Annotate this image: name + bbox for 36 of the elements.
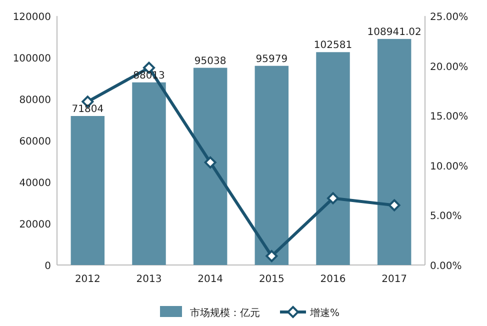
x-tick-label: 2016 [320,274,346,285]
y-tick-label: 80000 [19,95,51,106]
data-label: 108941.02 [367,26,422,38]
y-tick-label: 60000 [19,136,51,148]
bar [132,82,166,265]
x-tick-label: 2012 [74,274,100,285]
y2-tick-label: 25.00% [430,12,468,23]
y-tick-label: 120000 [12,12,51,23]
bar [70,116,105,265]
bar [316,52,350,265]
data-label: 95979 [256,54,288,65]
bar [254,66,289,265]
legend-label: 市场规模：亿元 [190,307,260,319]
y2-tick-label: 20.00% [430,62,468,73]
x-tick-label: 2015 [258,274,284,285]
point [327,192,339,204]
x-tick-label: 2014 [198,274,224,285]
y2-tick-label: 5.00% [430,211,462,222]
y-tick-label: 20000 [19,220,51,230]
y2-tick-label: 0.00% [430,261,462,272]
data-label: 95038 [194,56,226,67]
data-label: 71804 [72,104,104,116]
data-label: 102581 [314,40,352,52]
bar [193,68,228,265]
y-tick-label: 0 [44,261,51,272]
bar [377,38,412,265]
point [204,156,216,168]
x-tick-label: 2017 [382,274,408,285]
y-tick-label: 100000 [12,54,51,64]
x-tick-label: 2013 [136,274,162,285]
legend-label: 增速% [309,307,340,319]
y-tick-label: 40000 [19,178,51,189]
point [266,250,278,262]
y2-tick-label: 15.00% [430,112,468,123]
y2-tick-label: 10.00% [430,161,468,172]
point [388,199,400,212]
